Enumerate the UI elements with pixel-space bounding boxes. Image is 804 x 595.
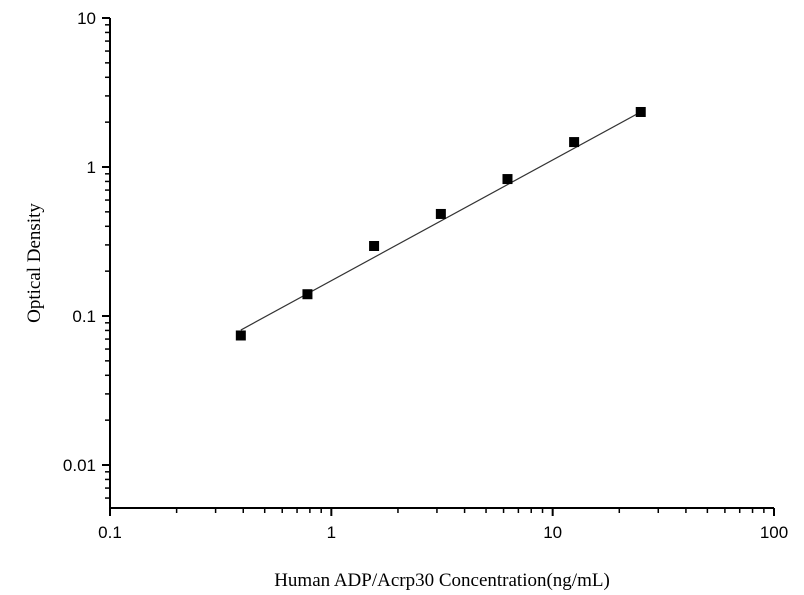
data-point (369, 240, 380, 251)
data-point (235, 330, 246, 341)
data-point (302, 289, 313, 300)
data-point (435, 208, 446, 219)
data-point (635, 106, 646, 117)
data-points (235, 106, 646, 341)
data-point (569, 137, 580, 148)
x-axis-title: Human ADP/Acrp30 Concentration(ng/mL) (274, 570, 610, 591)
y-tick-label: 10 (77, 9, 96, 28)
x-tick-label: 0.1 (98, 523, 122, 542)
y-tick-label: 0.1 (72, 307, 96, 326)
y-axis-title: Optical Density (24, 203, 45, 323)
y-tick-label: 0.01 (63, 456, 96, 475)
x-tick-label: 1 (327, 523, 336, 542)
data-point (502, 174, 513, 185)
fit-line-group (240, 111, 642, 331)
x-tick-label: 100 (760, 523, 788, 542)
y-tick-label: 1 (87, 158, 96, 177)
x-tick-label: 10 (543, 523, 562, 542)
axes: 0.1 1 10 100 0.01 0.1 1 10 (63, 9, 788, 542)
fit-line (240, 111, 642, 331)
